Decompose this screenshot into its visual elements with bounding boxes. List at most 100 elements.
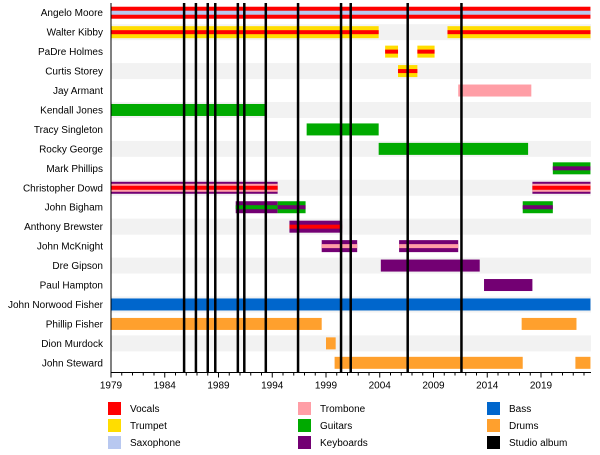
legend-label: Bass [509,404,531,415]
member-label-anthony-brewster: Anthony Brewster [24,222,104,233]
bar-secondary [532,185,591,190]
bar-primary [380,259,480,272]
legend-label: Trombone [320,404,366,415]
legend-swatch [298,436,311,449]
bar-primary [111,103,266,116]
bar-primary [326,337,336,350]
member-bar-john-mcknight-1 [321,240,358,253]
legend-label: Keyboards [320,438,368,449]
legend-label: Vocals [130,404,159,415]
member-label-paul-hampton: Paul Hampton [40,281,103,292]
member-label-kendall-jones: Kendall Jones [40,105,103,116]
x-tick-label-1989: 1989 [207,381,230,392]
legend-item-trumpet: Trumpet [108,419,167,432]
bar-secondary [277,205,306,210]
member-bar-dre-gipson-1 [380,259,480,272]
member-label-phillip-fisher: Phillip Fisher [46,319,104,330]
member-bar-jay-armant-1 [458,84,532,97]
legend-swatch [487,436,500,449]
bar-secondary [385,49,399,54]
legend-item-keyboards: Keyboards [298,436,368,449]
bar-secondary [552,166,591,171]
legend-swatch [487,419,500,432]
bar-primary [378,142,529,155]
bar-secondary [417,49,435,54]
legend-label: Guitars [320,421,352,432]
legend-swatch [298,419,311,432]
legend: Vocals Trumpet Saxophone Trombone Guitars Key… [108,402,567,449]
member-bar-christopher-dowd-2 [532,181,591,194]
bar-primary [521,317,577,330]
member-label-mark-phillips: Mark Phillips [46,164,103,175]
member-bar-anthony-brewster-1 [289,220,343,233]
x-tick-label-1979: 1979 [100,381,123,392]
legend-item-trombone: Trombone [298,402,366,415]
member-bar-walter-kibby-2 [447,26,591,39]
legend-label: Saxophone [130,438,181,449]
member-label-walter-kibby: Walter Kibby [47,28,103,39]
member-label-angelo-moore: Angelo Moore [41,8,104,19]
legend-item-drums: Drums [487,419,538,432]
member-bar-paul-hampton-1 [484,279,533,292]
member-label-john-bigham: John Bigham [45,203,103,214]
bar-secondary [111,185,278,190]
bar-primary [334,356,523,369]
legend-swatch [298,402,311,415]
legend-label: Drums [509,421,538,432]
bar-secondary [447,30,591,35]
x-tick-label-1994: 1994 [261,381,284,392]
member-bar-padre-holmes-2 [417,45,435,58]
x-axis: 1979 1984 1989 1994 1999 2004 2009 2014 2019 [100,3,591,392]
x-tick-label-2019: 2019 [530,381,553,392]
member-bar-christopher-dowd-1 [111,181,278,194]
member-bar-tracy-singleton-1 [306,123,379,136]
legend-item-studio-album: Studio album [487,436,567,449]
member-bar-phillip-fisher-2 [521,317,577,330]
legend-item-bass: Bass [487,402,531,415]
x-tick-label-2004: 2004 [369,381,392,392]
legend-item-guitars: Guitars [298,419,352,432]
member-bar-john-bigham-3 [522,201,553,214]
bar-primary [575,356,591,369]
bar-primary [306,123,379,136]
studio-album-lines [182,3,463,373]
member-bar-john-mcknight-2 [399,240,459,253]
member-bar-john-bigham-1 [235,201,278,214]
legend-item-vocals: Vocals [108,402,159,415]
bar-secondary [235,205,278,210]
legend-swatch [108,419,121,432]
legend-swatch [108,402,121,415]
legend-swatch [487,402,500,415]
member-bar-rocky-george-1 [378,142,529,155]
member-label-dion-murdock: Dion Murdock [41,339,104,350]
bar-secondary [522,205,553,210]
member-bar-john-steward-2 [575,356,591,369]
x-tick-label-2009: 2009 [422,381,445,392]
member-bar-padre-holmes-1 [385,45,399,58]
x-tick-label-1984: 1984 [154,381,177,392]
member-bar-john-bigham-2 [277,201,306,214]
member-bar-dion-murdock-1 [326,337,336,350]
x-tick-label-1999: 1999 [315,381,338,392]
legend-label: Studio album [509,438,567,449]
x-tick-label-2014: 2014 [476,381,499,392]
member-labels: Angelo Moore Walter Kibby PaDre Holmes Curt… [8,8,104,369]
member-label-john-mcknight: John McKnight [37,242,103,253]
bar-secondary [399,244,459,249]
bar-secondary [321,244,358,249]
member-label-rocky-george: Rocky George [39,144,103,155]
bar-primary [458,84,532,97]
member-bar-mark-phillips-1 [552,162,591,175]
member-label-dre-gipson: Dre Gipson [52,261,103,272]
member-bar-kendall-jones-1 [111,103,266,116]
member-bar-john-steward-1 [334,356,523,369]
member-label-john-steward: John Steward [42,358,103,369]
legend-label: Trumpet [130,421,167,432]
legend-item-saxophone: Saxophone [108,436,181,449]
bar-secondary [289,224,343,229]
member-label-christopher-dowd: Christopher Dowd [23,183,103,194]
member-label-jay-armant: Jay Armant [53,86,103,97]
member-label-padre-holmes: PaDre Holmes [38,47,103,58]
member-label-curtis-storey: Curtis Storey [45,67,103,78]
